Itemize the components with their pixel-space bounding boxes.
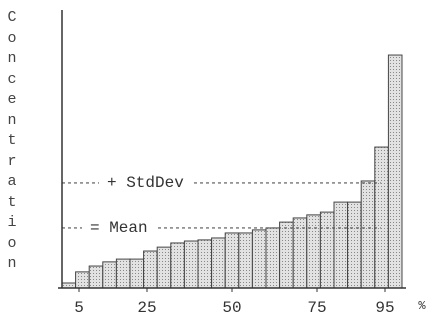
bar — [374, 146, 389, 289]
reference-label: + StdDev — [107, 174, 184, 192]
bar — [61, 282, 77, 289]
bar — [183, 240, 199, 289]
bar — [306, 214, 321, 289]
bar — [88, 265, 104, 289]
x-tick-label: 50 — [222, 299, 241, 317]
reference-label: = Mean — [90, 219, 148, 237]
bar — [170, 242, 185, 289]
bar — [224, 232, 240, 289]
bar — [333, 201, 349, 289]
bar — [129, 258, 145, 289]
bar — [115, 258, 131, 289]
bar — [238, 232, 253, 289]
bar — [156, 246, 172, 289]
x-unit: % — [418, 299, 426, 313]
bar — [279, 221, 294, 289]
x-tick-label: 5 — [74, 299, 84, 317]
bar — [75, 271, 90, 289]
bar — [265, 227, 281, 289]
x-tick-label: 95 — [375, 299, 394, 317]
bar — [102, 261, 117, 289]
bar — [197, 239, 213, 289]
bar — [387, 54, 403, 289]
x-tick-label: 75 — [307, 299, 326, 317]
bar — [360, 180, 376, 289]
bar — [347, 201, 362, 289]
bar — [251, 229, 267, 289]
label-background — [82, 219, 156, 238]
y-axis-label: Concentration — [7, 9, 17, 272]
bar — [143, 250, 158, 289]
bar — [319, 211, 335, 289]
label-background — [99, 174, 193, 193]
x-tick-label: 25 — [137, 299, 156, 317]
bar — [211, 237, 226, 289]
